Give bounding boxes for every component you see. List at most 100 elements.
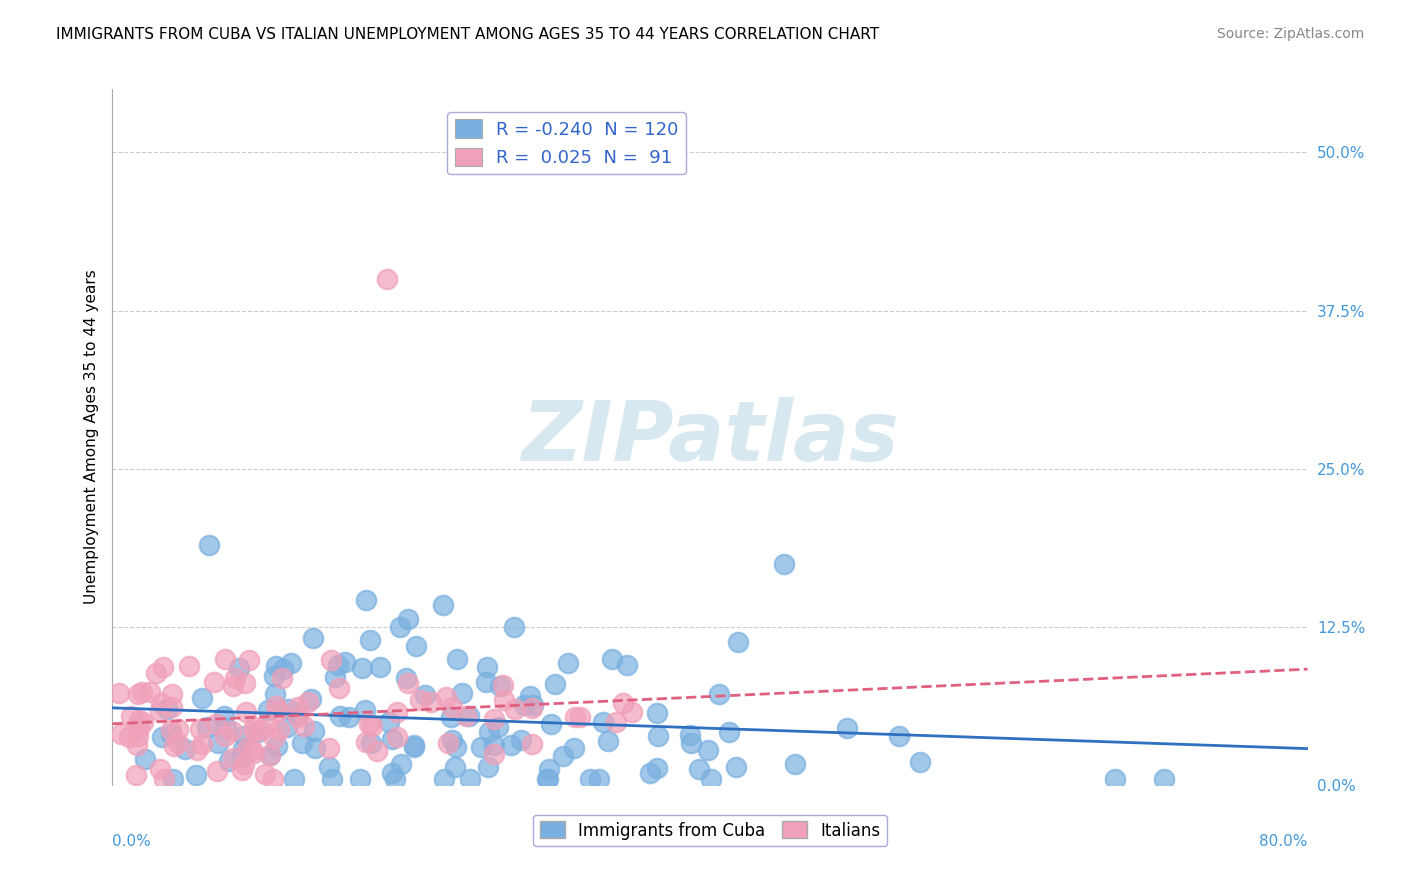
Point [538, 762, 561, 776]
Point [522, 698, 544, 713]
Point [195, 721, 218, 735]
Point [605, 714, 627, 729]
Point [204, 675, 226, 690]
Point [451, 686, 474, 700]
Point [267, 704, 290, 718]
Point [707, 687, 730, 701]
Point [326, 657, 349, 672]
Point [441, 699, 464, 714]
Point [128, 713, 150, 727]
Point [337, 710, 360, 724]
Point [127, 729, 149, 743]
Point [266, 699, 288, 714]
Point [437, 736, 460, 750]
Point [319, 653, 342, 667]
Point [238, 653, 260, 667]
Point [232, 729, 254, 743]
Point [190, 737, 212, 751]
Point [360, 719, 382, 733]
Point [283, 772, 305, 786]
Point [120, 708, 142, 723]
Text: Source: ZipAtlas.com: Source: ZipAtlas.com [1216, 27, 1364, 41]
Point [647, 729, 669, 743]
Point [444, 739, 467, 754]
Point [536, 772, 558, 786]
Point [616, 657, 638, 672]
Point [1153, 772, 1175, 786]
Point [536, 772, 558, 786]
Point [160, 727, 183, 741]
Point [243, 720, 266, 734]
Point [236, 740, 259, 755]
Point [231, 763, 253, 777]
Point [259, 748, 281, 763]
Point [783, 757, 806, 772]
Point [887, 729, 910, 743]
Legend: R = -0.240  N = 120, R =  0.025  N =  91: R = -0.240 N = 120, R = 0.025 N = 91 [447, 112, 686, 174]
Point [696, 743, 718, 757]
Point [360, 736, 382, 750]
Point [132, 715, 155, 730]
Point [242, 723, 264, 738]
Point [470, 740, 492, 755]
Point [368, 660, 391, 674]
Point [520, 737, 543, 751]
Point [174, 742, 197, 756]
Point [489, 679, 512, 693]
Point [149, 762, 172, 776]
Point [420, 695, 443, 709]
Point [299, 692, 322, 706]
Point [191, 690, 214, 705]
Point [247, 725, 270, 739]
Point [396, 612, 419, 626]
Point [568, 710, 591, 724]
Point [837, 721, 859, 735]
Point [354, 592, 377, 607]
Point [139, 685, 162, 699]
Point [598, 734, 620, 748]
Point [384, 772, 406, 786]
Point [276, 720, 298, 734]
Point [475, 660, 498, 674]
Point [328, 681, 350, 696]
Point [443, 760, 465, 774]
Point [198, 538, 221, 552]
Point [475, 675, 498, 690]
Point [612, 696, 634, 710]
Point [381, 766, 404, 780]
Point [773, 557, 796, 571]
Point [318, 759, 340, 773]
Point [395, 671, 418, 685]
Point [540, 716, 562, 731]
Point [160, 687, 183, 701]
Point [402, 739, 425, 753]
Point [492, 678, 515, 692]
Point [256, 717, 278, 731]
Point [564, 710, 586, 724]
Point [562, 740, 585, 755]
Point [235, 706, 257, 720]
Point [353, 703, 375, 717]
Point [263, 731, 285, 746]
Point [519, 690, 541, 704]
Point [456, 708, 478, 723]
Point [359, 717, 381, 731]
Point [149, 704, 172, 718]
Point [186, 743, 208, 757]
Point [163, 739, 186, 753]
Point [520, 701, 543, 715]
Point [233, 756, 256, 771]
Point [458, 772, 481, 786]
Point [218, 754, 240, 768]
Point [402, 740, 425, 755]
Point [214, 730, 236, 744]
Point [486, 720, 509, 734]
Text: IMMIGRANTS FROM CUBA VS ITALIAN UNEMPLOYMENT AMONG AGES 35 TO 44 YEARS CORRELATI: IMMIGRANTS FROM CUBA VS ITALIAN UNEMPLOY… [56, 27, 879, 42]
Point [160, 700, 183, 714]
Point [292, 719, 315, 733]
Point [478, 725, 501, 739]
Point [297, 695, 319, 709]
Point [389, 620, 412, 634]
Point [600, 651, 623, 665]
Point [510, 733, 533, 747]
